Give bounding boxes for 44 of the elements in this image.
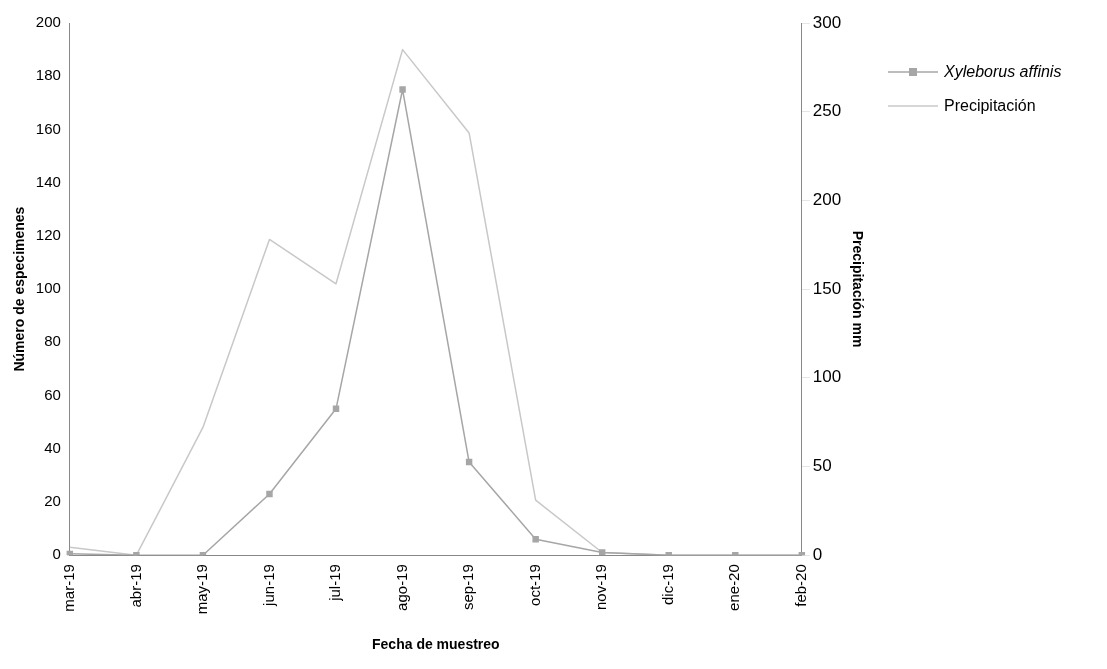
point <box>665 551 672 556</box>
point <box>598 549 606 556</box>
y-tick-label: 160 <box>35 119 61 137</box>
point <box>266 490 273 498</box>
y-tick-label: 140 <box>35 172 61 190</box>
y2-tick-label: 300 <box>812 12 842 32</box>
x-tick-label: nov-19 <box>592 564 610 611</box>
legend-label: Xyleborus affinis <box>944 63 1062 81</box>
x-tick-label: abr-19 <box>126 564 144 608</box>
x-tick-label: may-19 <box>193 564 211 615</box>
y-axis-title: Número de especimenes <box>11 206 28 372</box>
x-tick-label: ene-20 <box>725 564 743 611</box>
x-tick-label: feb-20 <box>791 564 809 607</box>
point <box>532 535 539 543</box>
y2-tick-label: 100 <box>812 367 842 387</box>
y-tick-label: 60 <box>44 385 61 403</box>
x-tick-label: dic-19 <box>658 564 676 606</box>
y-tick-label: 120 <box>35 226 61 244</box>
y-tick-label: 20 <box>44 492 61 510</box>
y2-tick-label: 0 <box>812 544 823 564</box>
x-axis-title: Fecha de muestreo <box>372 636 500 653</box>
point <box>133 551 140 556</box>
point <box>732 551 739 556</box>
y-tick-label: 80 <box>44 332 61 350</box>
x-tick-label: mar-19 <box>59 564 77 612</box>
y2-axis-title: Precipitación mm <box>849 230 866 348</box>
y2-tick-label: 250 <box>812 101 842 121</box>
y-tick-label: 100 <box>35 279 61 297</box>
y2-tick-label: 150 <box>812 278 842 298</box>
point <box>332 405 340 413</box>
y-tick-label: 200 <box>35 13 61 31</box>
legend-label: Precipitación <box>944 97 1036 115</box>
point <box>399 86 406 93</box>
x-tick-label: sep-19 <box>459 564 477 611</box>
y-tick-label: 40 <box>44 438 61 456</box>
x-tick-label: ago-19 <box>392 564 410 611</box>
x-tick-label: jul-19 <box>326 564 344 602</box>
point <box>465 458 473 466</box>
x-tick-label: oct-19 <box>525 564 543 606</box>
x-tick-label: jun-19 <box>259 564 277 607</box>
y2-tick-label: 50 <box>812 456 832 476</box>
y-tick-label: 0 <box>52 545 61 563</box>
y2-tick-label: 200 <box>812 190 842 210</box>
y-tick-label: 180 <box>35 66 61 84</box>
